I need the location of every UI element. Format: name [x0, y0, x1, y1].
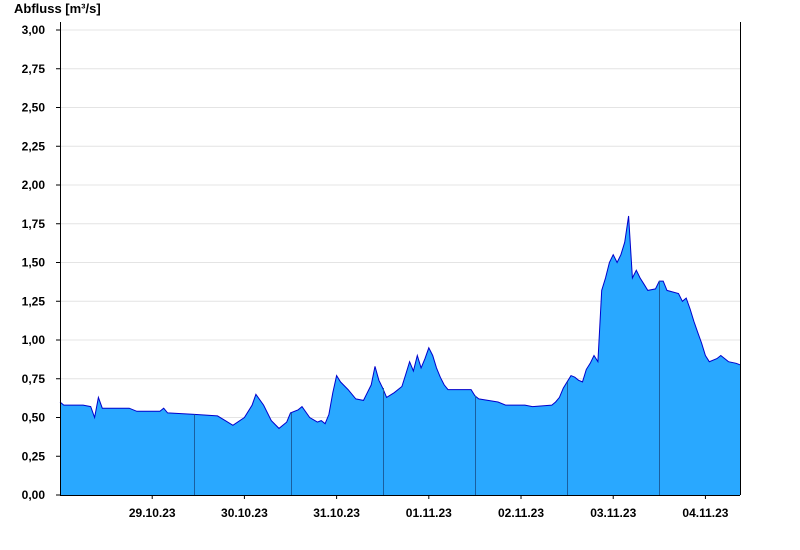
- y-ticks: 0,00 0,25 0,50 0,75 1,00 1,25 1,50 1,75 2,00 2,25…: [22, 23, 60, 502]
- y-tick-label: 2,25: [22, 139, 46, 153]
- x-tick-label: 01.11.23: [406, 506, 452, 520]
- y-axis-title: Abfluss [m³/s]: [14, 1, 101, 16]
- axes: [60, 22, 741, 496]
- x-ticks: 29.10.23 30.10.23 31.10.23 01.11.23 02.11.23…: [129, 495, 729, 520]
- y-tick-label: 0,00: [22, 488, 46, 502]
- x-tick-label: 04.11.23: [682, 506, 728, 520]
- x-tick-label: 31.10.23: [313, 506, 360, 520]
- y-tick-label: 1,00: [22, 333, 46, 347]
- y-tick-label: 0,75: [22, 372, 46, 386]
- x-tick-label: 02.11.23: [498, 506, 544, 520]
- y-tick-label: 1,50: [22, 256, 46, 270]
- y-tick-label: 1,75: [22, 217, 46, 231]
- series-layer: [59, 215, 741, 495]
- x-tick-label: 29.10.23: [129, 506, 176, 520]
- y-tick-label: 3,00: [22, 23, 46, 37]
- x-tick-label: 30.10.23: [221, 506, 268, 520]
- x-tick-label: 03.11.23: [590, 506, 636, 520]
- discharge-area: [60, 216, 740, 495]
- y-tick-label: 2,75: [22, 62, 46, 76]
- y-tick-label: 1,25: [22, 294, 46, 308]
- day-dividers: [194, 281, 660, 495]
- y-tick-label: 2,50: [22, 101, 46, 115]
- discharge-line: [59, 215, 741, 430]
- y-tick-label: 2,00: [22, 178, 46, 192]
- y-tick-label: 0,50: [22, 411, 46, 425]
- y-tick-label: 0,25: [22, 449, 46, 463]
